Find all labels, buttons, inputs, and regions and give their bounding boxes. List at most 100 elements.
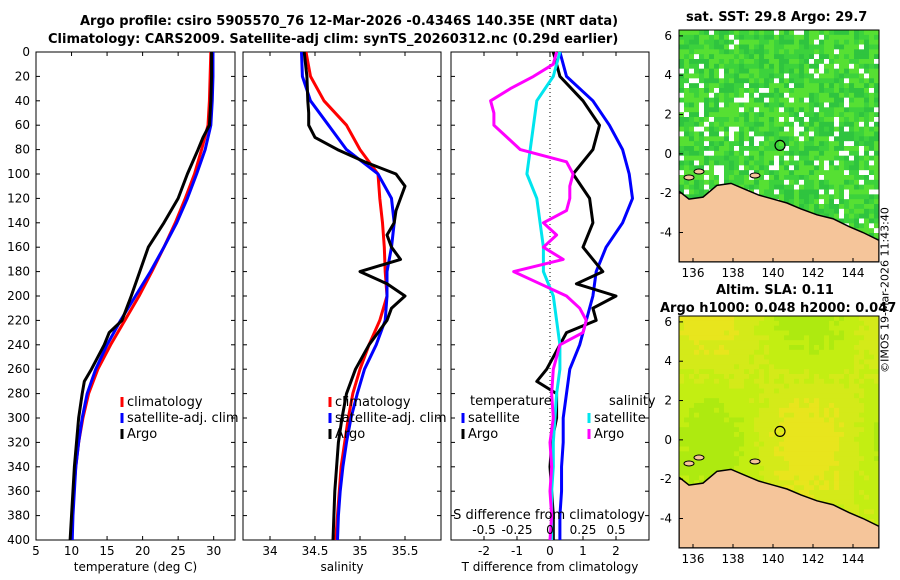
map-cell xyxy=(834,179,840,186)
map-cell xyxy=(804,383,810,390)
map-cell xyxy=(679,427,685,433)
map-cell xyxy=(869,436,875,443)
map-cell xyxy=(834,155,840,162)
map-cell xyxy=(829,88,835,94)
map-cell xyxy=(684,393,690,399)
map-cell xyxy=(819,383,825,390)
map-cell xyxy=(684,417,690,423)
map-y-tick-label: 6 xyxy=(664,29,672,43)
map-cell xyxy=(859,102,865,108)
map-cell xyxy=(789,325,795,332)
map-cell xyxy=(714,73,720,79)
map-cell xyxy=(854,146,860,152)
map-cell xyxy=(804,155,810,162)
map-cell xyxy=(714,34,720,41)
map-cell xyxy=(789,121,795,128)
map-cell xyxy=(859,54,865,60)
map-cell xyxy=(814,494,820,501)
map-cell xyxy=(689,136,695,142)
map-cell xyxy=(839,422,845,428)
map-cell xyxy=(789,388,795,394)
map-cell xyxy=(709,59,715,65)
map-cell xyxy=(709,155,715,162)
map-cell xyxy=(874,374,879,380)
map-cell xyxy=(684,345,690,351)
map-cell xyxy=(809,34,815,41)
map-cell xyxy=(814,407,820,414)
map-cell xyxy=(689,432,695,438)
map-cell xyxy=(704,68,710,75)
map-cell xyxy=(839,427,845,433)
map-cell xyxy=(759,417,765,423)
map-cell xyxy=(764,39,770,46)
map-cell xyxy=(829,44,835,50)
map-cell xyxy=(819,141,825,147)
map-cell xyxy=(874,451,879,457)
map-cell xyxy=(699,165,705,171)
map-cell xyxy=(729,441,735,448)
map-cell xyxy=(709,369,715,375)
map-cell xyxy=(814,68,820,75)
map-cell xyxy=(789,83,795,89)
map-cell xyxy=(684,184,690,191)
map-cell xyxy=(694,83,700,89)
map-cell xyxy=(859,146,865,152)
map-cell xyxy=(694,427,700,433)
map-y-tick-label: 2 xyxy=(664,108,672,122)
map-cell xyxy=(759,335,765,341)
map-cell xyxy=(734,451,740,457)
map-cell xyxy=(764,165,770,171)
map-cell xyxy=(704,150,710,157)
map-cell xyxy=(769,374,775,380)
map-cell xyxy=(849,378,855,385)
map-cell xyxy=(729,436,735,443)
map-cell xyxy=(849,131,855,137)
map-cell xyxy=(749,369,755,375)
map-cell xyxy=(799,461,805,467)
map-cell xyxy=(824,88,830,94)
map-cell xyxy=(799,92,805,99)
map-cell xyxy=(804,470,810,477)
map-cell xyxy=(689,83,695,89)
map-cell xyxy=(799,432,805,438)
map-cell xyxy=(854,218,860,224)
map-cell xyxy=(764,393,770,399)
map-cell xyxy=(769,427,775,433)
map-cell xyxy=(829,325,835,332)
map-cell xyxy=(784,88,790,94)
sst_map-island-1 xyxy=(683,174,695,181)
map-cell xyxy=(709,436,715,443)
map-cell xyxy=(724,165,730,171)
map-cell xyxy=(689,121,695,128)
map-cell xyxy=(854,39,860,46)
map-cell xyxy=(799,369,805,375)
map-cell xyxy=(829,141,835,147)
map-cell xyxy=(804,199,810,205)
map-cell xyxy=(869,422,875,428)
diff-series-3 xyxy=(489,51,588,541)
map-cell xyxy=(774,136,780,142)
map-cell xyxy=(864,160,870,166)
map-cell xyxy=(764,475,770,481)
map-cell xyxy=(719,330,725,336)
map-cell xyxy=(684,465,690,472)
s-tick-label: -0.25 xyxy=(501,523,532,537)
map-cell xyxy=(849,316,855,322)
map-cell xyxy=(744,388,750,394)
map-cell xyxy=(854,131,860,137)
map-cell xyxy=(849,208,855,215)
map-cell xyxy=(824,170,830,176)
map-cell xyxy=(859,369,865,375)
map-cell xyxy=(729,364,735,370)
map-cell xyxy=(859,451,865,457)
map-cell xyxy=(704,30,710,36)
map-cell xyxy=(709,465,715,472)
map-cell xyxy=(824,349,830,356)
map-cell xyxy=(734,374,740,380)
map-cell xyxy=(849,330,855,336)
map-cell xyxy=(729,68,735,75)
map-cell xyxy=(854,97,860,104)
map-cell xyxy=(739,432,745,438)
map-cell xyxy=(869,233,875,239)
map-cell xyxy=(859,354,865,361)
